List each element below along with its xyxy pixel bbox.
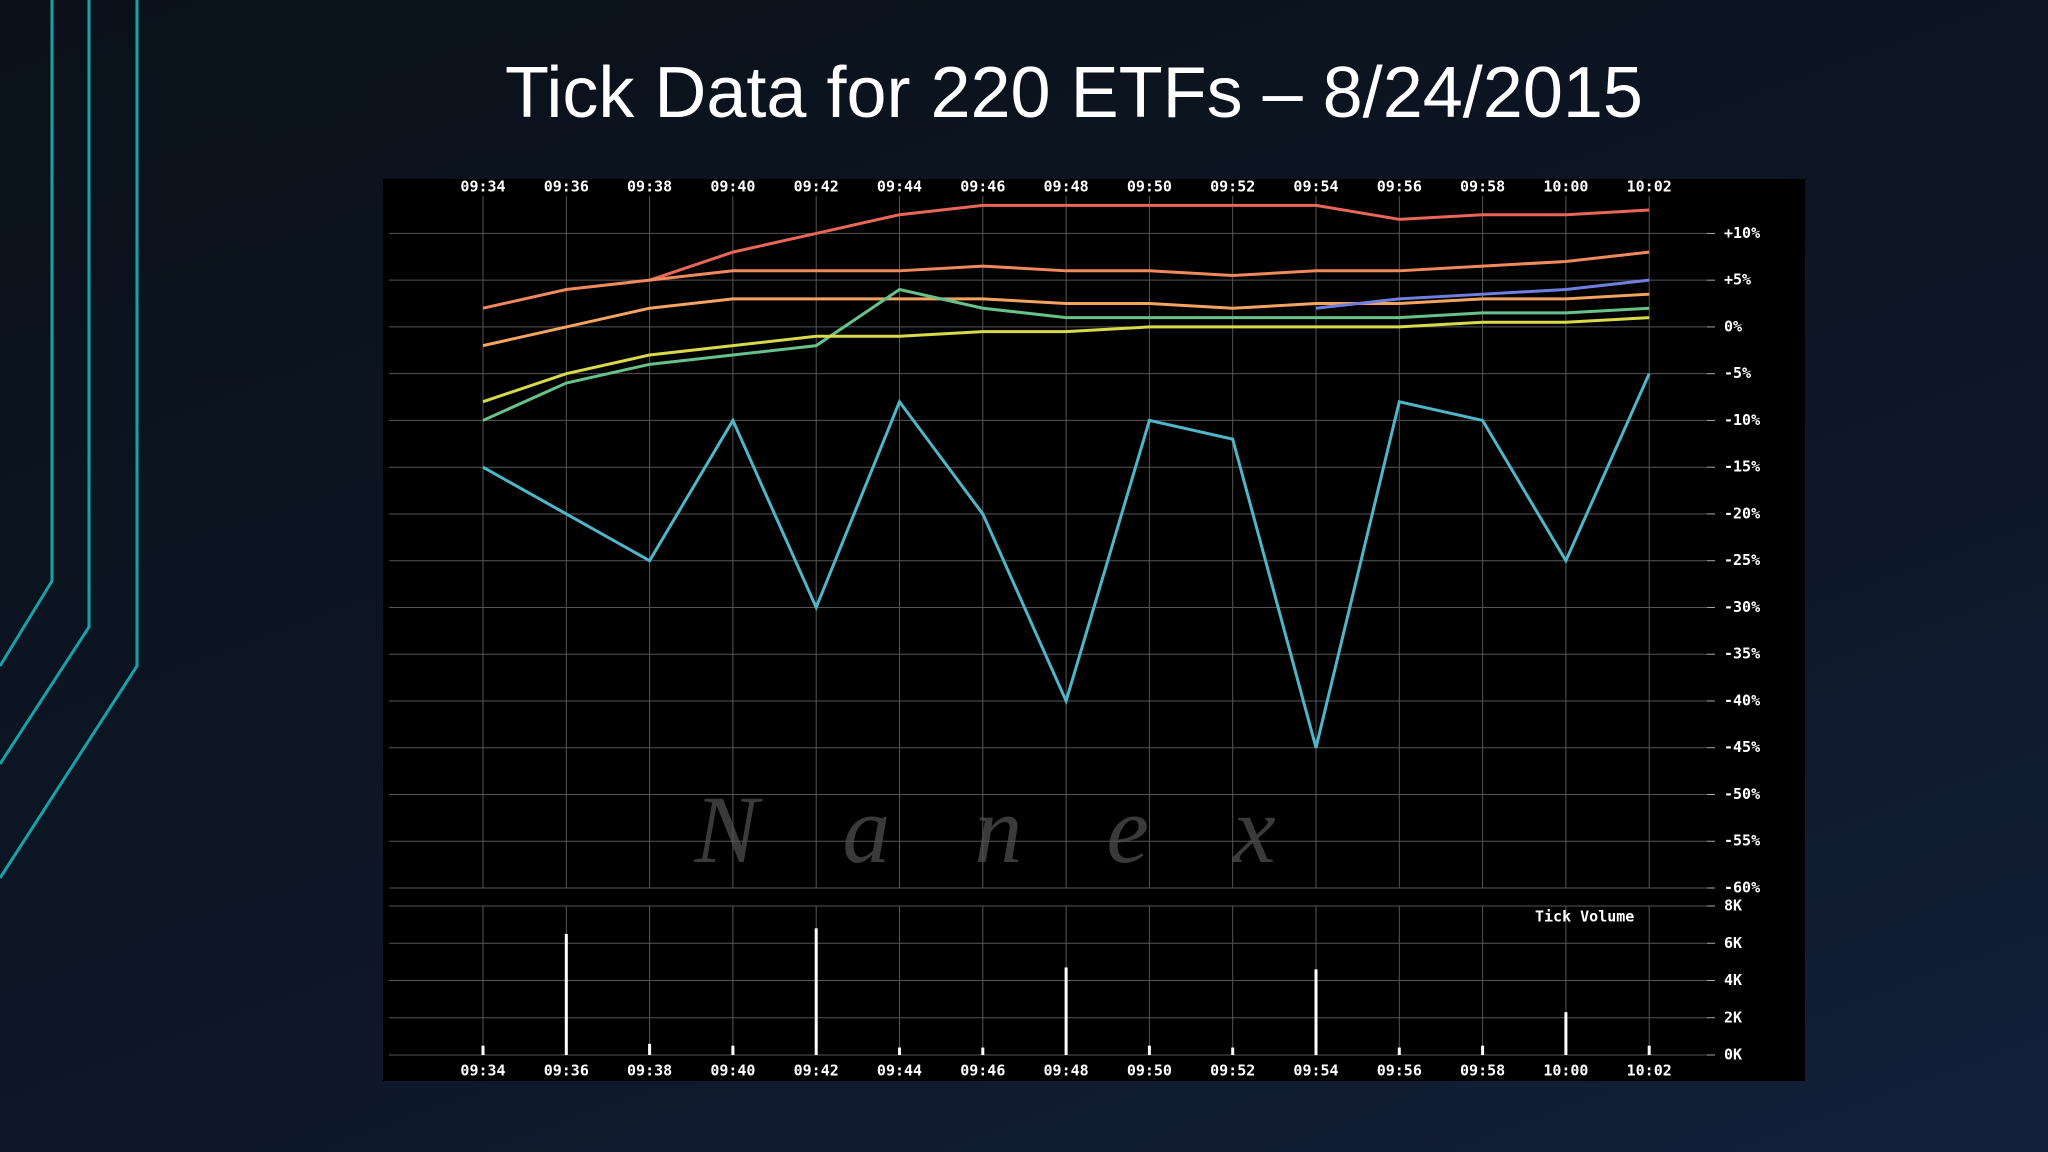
y-tick-label: -20% xyxy=(1724,504,1760,522)
x-tick-label: 09:56 xyxy=(1377,178,1422,196)
x-tick-label: 09:38 xyxy=(627,1062,672,1080)
series-line xyxy=(482,316,1650,404)
volume-bar xyxy=(648,1043,652,1055)
x-tick-label: 09:44 xyxy=(877,1062,922,1080)
volume-bar xyxy=(1564,1012,1568,1055)
y-tick-label: -40% xyxy=(1724,691,1760,709)
x-tick-label: 10:00 xyxy=(1543,1062,1588,1080)
y-tick-label: 6K xyxy=(1724,934,1742,952)
x-tick-label: 09:36 xyxy=(544,1062,589,1080)
series-line xyxy=(1315,278,1650,310)
x-tick-label: 09:52 xyxy=(1210,1062,1255,1080)
x-tick-label: 09:54 xyxy=(1293,1062,1338,1080)
x-tick-label: 09:52 xyxy=(1210,178,1255,196)
watermark: N a n e x xyxy=(693,776,1305,883)
y-tick-label: -55% xyxy=(1724,832,1760,850)
series-line xyxy=(482,373,1651,749)
volume-bar xyxy=(481,1045,485,1055)
x-tick-label: 09:46 xyxy=(960,178,1005,196)
y-tick-label: 0K xyxy=(1724,1046,1742,1064)
series-line xyxy=(482,250,1650,310)
volume-bar xyxy=(1147,1045,1151,1055)
x-tick-label: 10:02 xyxy=(1627,1062,1672,1080)
volume-bar xyxy=(814,928,818,1055)
y-tick-label: 8K xyxy=(1724,897,1742,915)
y-tick-label: -25% xyxy=(1724,551,1760,569)
volume-bar xyxy=(564,933,568,1055)
x-tick-label: 09:42 xyxy=(794,178,839,196)
y-tick-label: 2K xyxy=(1724,1008,1742,1026)
x-tick-label: 09:50 xyxy=(1127,1062,1172,1080)
volume-bar xyxy=(731,1045,735,1055)
x-tick-label: 09:34 xyxy=(460,1062,505,1080)
x-tick-label: 09:46 xyxy=(960,1062,1005,1080)
series-line xyxy=(482,292,1650,348)
y-tick-label: 4K xyxy=(1724,971,1742,989)
x-tick-label: 09:58 xyxy=(1460,178,1505,196)
x-tick-label: 09:58 xyxy=(1460,1062,1505,1080)
y-tick-label: -35% xyxy=(1724,645,1760,663)
x-tick-label: 09:54 xyxy=(1293,178,1338,196)
y-tick-label: +5% xyxy=(1724,271,1751,289)
volume-bar xyxy=(981,1047,985,1055)
accent-line xyxy=(0,0,139,879)
x-tick-label: 09:50 xyxy=(1127,178,1172,196)
volume-bar xyxy=(1481,1045,1485,1055)
chart-background xyxy=(383,179,1805,1081)
x-tick-label: 09:56 xyxy=(1377,1062,1422,1080)
series-line xyxy=(649,203,1650,282)
x-tick-label: 09:40 xyxy=(710,178,755,196)
y-tick-label: -5% xyxy=(1724,364,1751,382)
y-tick-label: -45% xyxy=(1724,738,1760,756)
y-tick-label: -15% xyxy=(1724,458,1760,476)
y-tick-label: -10% xyxy=(1724,411,1760,429)
volume-bar xyxy=(1397,1047,1401,1055)
volume-bar xyxy=(1314,969,1318,1055)
y-tick-label: -50% xyxy=(1724,785,1760,803)
decoration xyxy=(0,0,139,879)
x-tick-label: 09:48 xyxy=(1044,1062,1089,1080)
x-tick-label: 09:34 xyxy=(460,178,505,196)
x-tick-label: 09:42 xyxy=(794,1062,839,1080)
x-tick-label: 09:48 xyxy=(1044,178,1089,196)
y-tick-label: -30% xyxy=(1724,598,1760,616)
series-line xyxy=(482,287,1650,422)
x-tick-label: 10:02 xyxy=(1627,178,1672,196)
x-tick-label: 09:36 xyxy=(544,178,589,196)
x-tick-label: 09:40 xyxy=(710,1062,755,1080)
y-tick-label: +10% xyxy=(1724,224,1760,242)
accent-line xyxy=(0,0,91,765)
volume-bar xyxy=(1064,967,1068,1055)
accent-line xyxy=(0,0,54,667)
volume-bar xyxy=(898,1047,901,1055)
y-tick-label: -60% xyxy=(1724,879,1760,897)
slide-title: Tick Data for 220 ETFs – 8/24/2015 xyxy=(505,53,1643,133)
x-tick-label: 09:38 xyxy=(627,178,672,196)
x-tick-label: 09:44 xyxy=(877,178,922,196)
y-tick-label: 0% xyxy=(1724,317,1742,335)
x-tick-label: 10:00 xyxy=(1543,178,1588,196)
volume-bar xyxy=(1231,1047,1235,1055)
volume-bar xyxy=(1647,1045,1651,1055)
volume-label: Tick Volume xyxy=(1535,908,1634,926)
